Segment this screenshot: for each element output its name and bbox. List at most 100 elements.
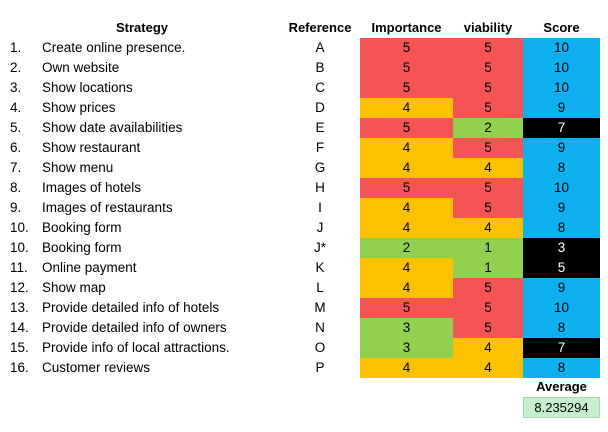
row-number[interactable]: 12. [10,280,29,295]
score-cell[interactable]: 8 [523,218,600,238]
score-cell[interactable]: 5 [523,258,600,278]
reference-cell[interactable]: D [315,100,325,115]
viability-cell[interactable]: 5 [453,298,523,318]
importance-cell[interactable]: 4 [360,158,453,178]
viability-cell[interactable]: 5 [453,98,523,118]
reference-cell[interactable]: P [315,360,325,375]
reference-cell[interactable]: L [316,280,324,295]
reference-cell[interactable]: C [315,80,325,95]
strategy-cell[interactable]: Customer reviews [42,360,151,375]
row-number[interactable]: 14. [10,320,29,335]
viability-cell[interactable]: 5 [453,58,523,78]
importance-cell[interactable]: 5 [360,58,453,78]
strategy-cell[interactable]: Show menu [42,160,114,175]
score-cell[interactable]: 9 [523,98,600,118]
score-cell[interactable]: 7 [523,118,600,138]
row-number[interactable]: 1. [10,40,22,55]
reference-cell[interactable]: J [316,220,324,235]
importance-cell[interactable]: 4 [360,198,453,218]
reference-cell[interactable]: O [314,340,326,355]
importance-cell[interactable]: 4 [360,138,453,158]
importance-cell[interactable]: 4 [360,358,453,378]
score-cell[interactable]: 7 [523,338,600,358]
row-number[interactable]: 5. [10,120,22,135]
score-cell[interactable]: 8 [523,318,600,338]
reference-cell[interactable]: H [315,180,325,195]
score-cell[interactable]: 9 [523,138,600,158]
reference-cell[interactable]: G [314,160,326,175]
reference-cell[interactable]: K [315,260,325,275]
reference-cell[interactable]: E [315,120,325,135]
viability-cell[interactable]: 5 [453,178,523,198]
row-number[interactable]: 10. [10,240,29,255]
score-cell[interactable]: 10 [523,58,600,78]
importance-cell[interactable]: 4 [360,98,453,118]
importance-cell[interactable]: 5 [360,178,453,198]
viability-cell[interactable]: 1 [453,238,523,258]
importance-cell[interactable]: 4 [360,258,453,278]
viability-cell[interactable]: 4 [453,218,523,238]
viability-cell[interactable]: 4 [453,358,523,378]
strategy-cell[interactable]: Provide info of local attractions. [42,340,230,355]
reference-cell[interactable]: B [315,60,325,75]
row-number[interactable]: 8. [10,180,22,195]
row-number[interactable]: 7. [10,160,22,175]
viability-cell[interactable]: 2 [453,118,523,138]
viability-cell[interactable]: 5 [453,78,523,98]
score-cell[interactable]: 8 [523,358,600,378]
score-cell[interactable]: 10 [523,178,600,198]
strategy-cell[interactable]: Provide detailed info of owners [42,320,227,335]
score-cell[interactable]: 8 [523,158,600,178]
viability-cell[interactable]: 5 [453,278,523,298]
viability-cell[interactable]: 5 [453,198,523,218]
reference-cell[interactable]: A [315,40,325,55]
reference-cell[interactable]: F [315,140,325,155]
viability-cell[interactable]: 4 [453,338,523,358]
average-value[interactable]: 8.235294 [523,397,600,418]
row-number[interactable]: 13. [10,300,29,315]
importance-cell[interactable]: 5 [360,298,453,318]
importance-cell[interactable]: 4 [360,218,453,238]
row-number[interactable]: 4. [10,100,22,115]
strategy-cell[interactable]: Images of hotels [42,180,142,195]
strategy-cell[interactable]: Show date availabilities [42,120,183,135]
strategy-cell[interactable]: Own website [42,60,120,75]
strategy-cell[interactable]: Images of restaurants [42,200,173,215]
row-number[interactable]: 16. [10,360,29,375]
row-number[interactable]: 6. [10,140,22,155]
reference-cell[interactable]: N [315,320,325,335]
reference-cell[interactable]: M [314,300,326,315]
viability-cell[interactable]: 4 [453,158,523,178]
strategy-cell[interactable]: Show restaurant [42,140,141,155]
strategy-cell[interactable]: Create online presence. [42,40,186,55]
score-cell[interactable]: 9 [523,278,600,298]
row-number[interactable]: 2. [10,60,22,75]
importance-cell[interactable]: 2 [360,238,453,258]
score-cell[interactable]: 3 [523,238,600,258]
viability-cell[interactable]: 5 [453,38,523,58]
importance-cell[interactable]: 5 [360,78,453,98]
importance-cell[interactable]: 3 [360,318,453,338]
strategy-cell[interactable]: Booking form [42,240,122,255]
score-cell[interactable]: 10 [523,38,600,58]
score-cell[interactable]: 10 [523,78,600,98]
row-number[interactable]: 9. [10,200,22,215]
row-number[interactable]: 11. [10,260,28,275]
importance-cell[interactable]: 5 [360,38,453,58]
row-number[interactable]: 10. [10,220,29,235]
viability-cell[interactable]: 1 [453,258,523,278]
importance-cell[interactable]: 4 [360,278,453,298]
score-cell[interactable]: 10 [523,298,600,318]
strategy-cell[interactable]: Show prices [42,100,116,115]
reference-cell[interactable]: J* [313,240,326,255]
viability-cell[interactable]: 5 [453,318,523,338]
reference-cell[interactable]: I [318,200,322,215]
viability-cell[interactable]: 5 [453,138,523,158]
strategy-cell[interactable]: Booking form [42,220,122,235]
importance-cell[interactable]: 3 [360,338,453,358]
strategy-cell[interactable]: Online payment [42,260,137,275]
importance-cell[interactable]: 5 [360,118,453,138]
strategy-cell[interactable]: Show map [42,280,106,295]
row-number[interactable]: 3. [10,80,22,95]
strategy-cell[interactable]: Show locations [42,80,133,95]
